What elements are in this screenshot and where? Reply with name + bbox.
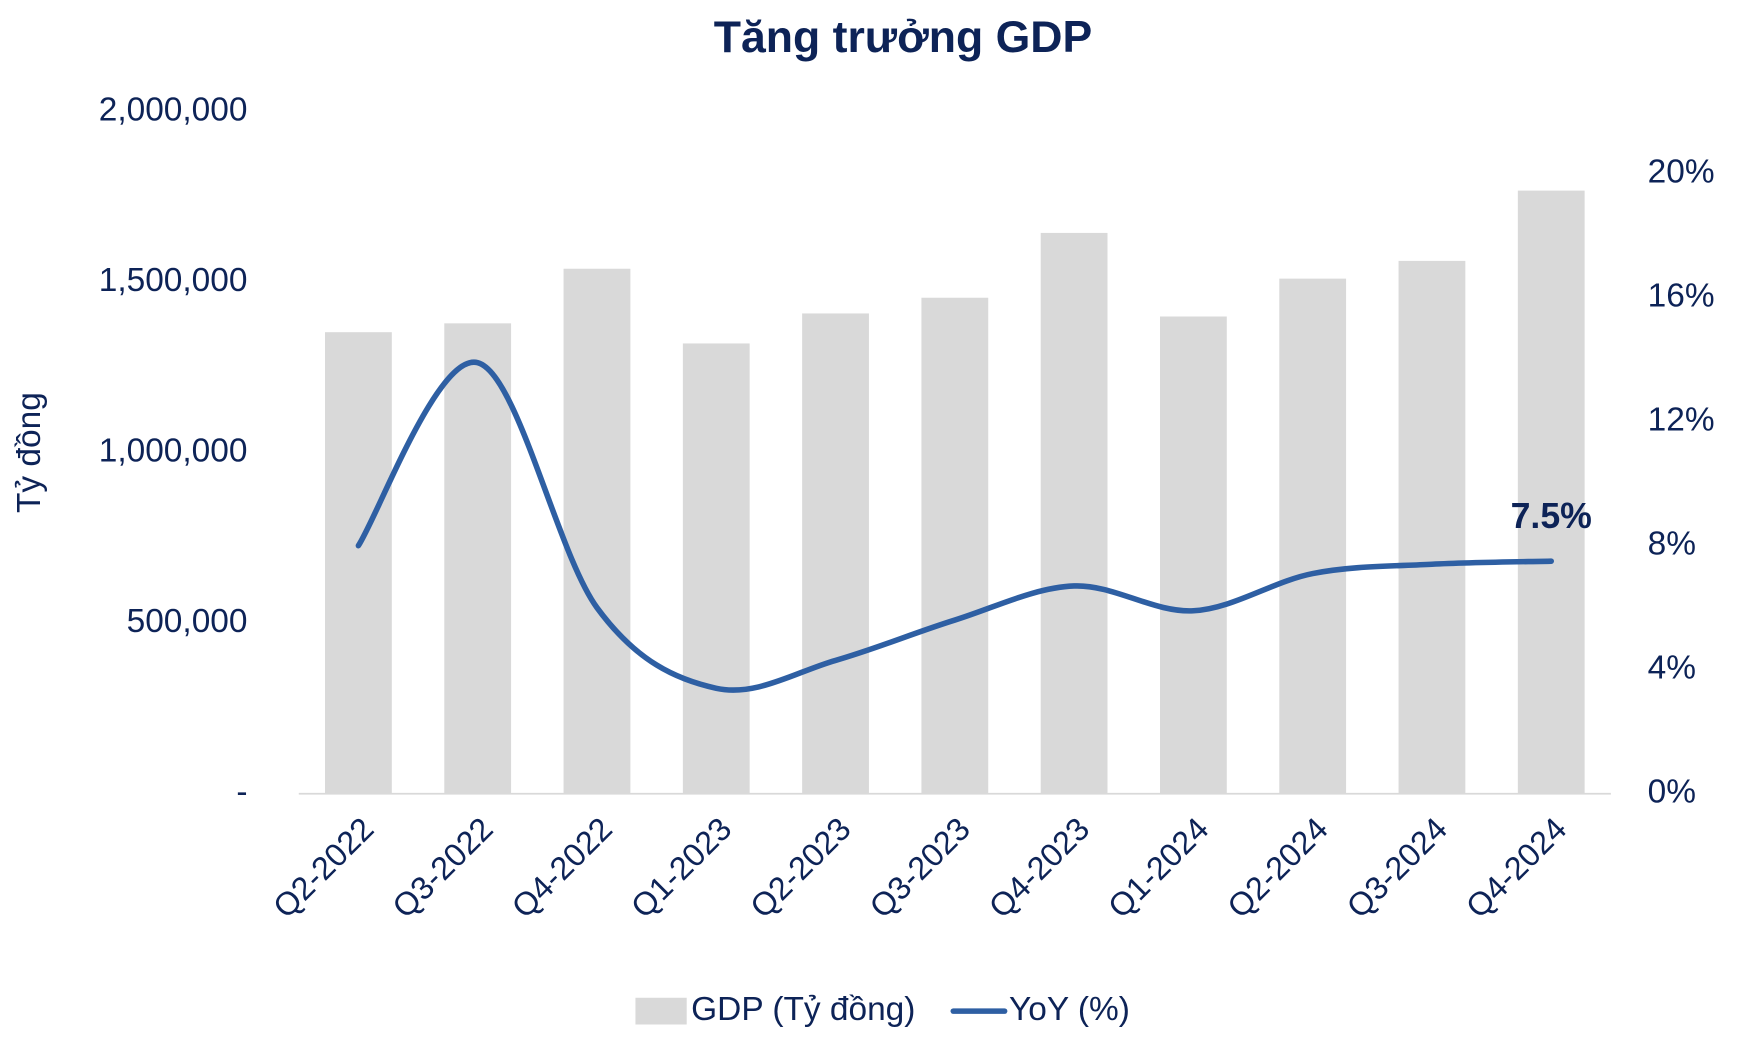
x-tick-label: Q3-2024 <box>1340 810 1454 924</box>
y2-tick-label: 0% <box>1648 774 1696 811</box>
y-tick-label: 2,000,000 <box>99 91 248 128</box>
y-tick-label: 1,000,000 <box>99 432 248 469</box>
data-label: 7.5% <box>1511 496 1592 536</box>
y-tick-label: 1,500,000 <box>99 262 248 299</box>
y2-tick-label: 16% <box>1648 277 1715 314</box>
bar <box>444 323 512 794</box>
bar <box>1279 278 1347 794</box>
x-tick-label: Q4-2022 <box>505 810 619 924</box>
bar <box>682 343 750 794</box>
legend-label: GDP (Tỷ đồng) <box>691 991 915 1028</box>
legend-swatch <box>635 997 687 1025</box>
bar <box>1159 316 1227 794</box>
bar <box>1398 260 1466 794</box>
x-tick-label: Q4-2024 <box>1459 810 1573 924</box>
y-axis-label: Tỷ đồng <box>11 392 48 513</box>
bar <box>1517 190 1585 794</box>
x-tick-label: Q3-2023 <box>863 810 977 924</box>
bar <box>1040 232 1108 794</box>
x-tick-label: Q4-2023 <box>982 810 1096 924</box>
bar <box>325 332 392 794</box>
bar <box>563 268 631 794</box>
y2-tick-label: 20% <box>1648 153 1715 190</box>
x-tick-label: Q3-2022 <box>385 810 499 924</box>
x-tick-label: Q2-2024 <box>1220 810 1334 924</box>
bar <box>921 297 989 794</box>
y-tick-label: 500,000 <box>127 603 248 640</box>
y-tick-label: - <box>236 774 247 811</box>
x-tick-label: Q2-2022 <box>266 810 380 924</box>
bar <box>802 313 869 794</box>
legend-label: YoY (%) <box>1009 991 1130 1028</box>
x-tick-label: Q1-2024 <box>1101 810 1215 924</box>
y2-tick-label: 8% <box>1648 525 1696 562</box>
y2-tick-label: 4% <box>1648 650 1696 687</box>
x-tick-label: Q1-2023 <box>624 810 738 924</box>
x-tick-label: Q2-2023 <box>743 810 857 924</box>
y2-tick-label: 12% <box>1648 401 1715 438</box>
line <box>355 359 1555 693</box>
chart-title: Tăng trưởng GDP <box>714 13 1092 62</box>
